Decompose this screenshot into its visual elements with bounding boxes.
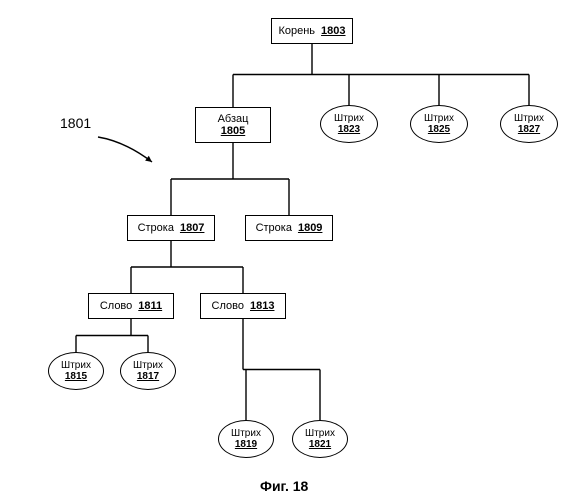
node-1809: Строка 1809 bbox=[245, 215, 333, 241]
node-1827: Штрих1827 bbox=[500, 105, 558, 143]
node-number: 1817 bbox=[137, 371, 159, 382]
node-number: 1805 bbox=[221, 125, 245, 137]
node-label: Слово bbox=[100, 300, 132, 312]
node-1821: Штрих1821 bbox=[292, 420, 348, 458]
node-1815: Штрих1815 bbox=[48, 352, 104, 390]
node-1813: Слово 1813 bbox=[200, 293, 286, 319]
node-number: 1827 bbox=[518, 124, 540, 135]
node-number: 1815 bbox=[65, 371, 87, 382]
node-number: 1813 bbox=[250, 300, 274, 312]
node-1803: Корень 1803 bbox=[271, 18, 353, 44]
node-1807: Строка 1807 bbox=[127, 215, 215, 241]
edge-layer bbox=[0, 0, 584, 500]
diagram-canvas: Корень1803Абзац1805Штрих1823Штрих1825Штр… bbox=[0, 0, 584, 500]
node-label: Строка bbox=[138, 222, 174, 234]
node-1823: Штрих1823 bbox=[320, 105, 378, 143]
node-label: Штрих bbox=[424, 113, 454, 124]
node-label: Штрих bbox=[305, 428, 335, 439]
node-1817: Штрих1817 bbox=[120, 352, 176, 390]
node-number: 1803 bbox=[321, 25, 345, 37]
node-1819: Штрих1819 bbox=[218, 420, 274, 458]
node-label: Штрих bbox=[61, 360, 91, 371]
node-label: Штрих bbox=[231, 428, 261, 439]
node-number: 1825 bbox=[428, 124, 450, 135]
figure-caption: Фиг. 18 bbox=[260, 478, 308, 494]
pointer-arrow bbox=[0, 0, 584, 500]
node-label: Слово bbox=[212, 300, 244, 312]
node-number: 1819 bbox=[235, 439, 257, 450]
node-label: Штрих bbox=[334, 113, 364, 124]
node-label: Корень bbox=[278, 25, 315, 37]
node-number: 1823 bbox=[338, 124, 360, 135]
ref-1801-label: 1801 bbox=[60, 115, 91, 131]
node-1825: Штрих1825 bbox=[410, 105, 468, 143]
node-label: Штрих bbox=[514, 113, 544, 124]
node-label: Абзац bbox=[218, 113, 249, 125]
node-number: 1811 bbox=[138, 300, 162, 312]
node-1805: Абзац1805 bbox=[195, 107, 271, 143]
node-label: Строка bbox=[256, 222, 292, 234]
node-label: Штрих bbox=[133, 360, 163, 371]
node-number: 1821 bbox=[309, 439, 331, 450]
node-number: 1809 bbox=[298, 222, 322, 234]
node-1811: Слово 1811 bbox=[88, 293, 174, 319]
node-number: 1807 bbox=[180, 222, 204, 234]
